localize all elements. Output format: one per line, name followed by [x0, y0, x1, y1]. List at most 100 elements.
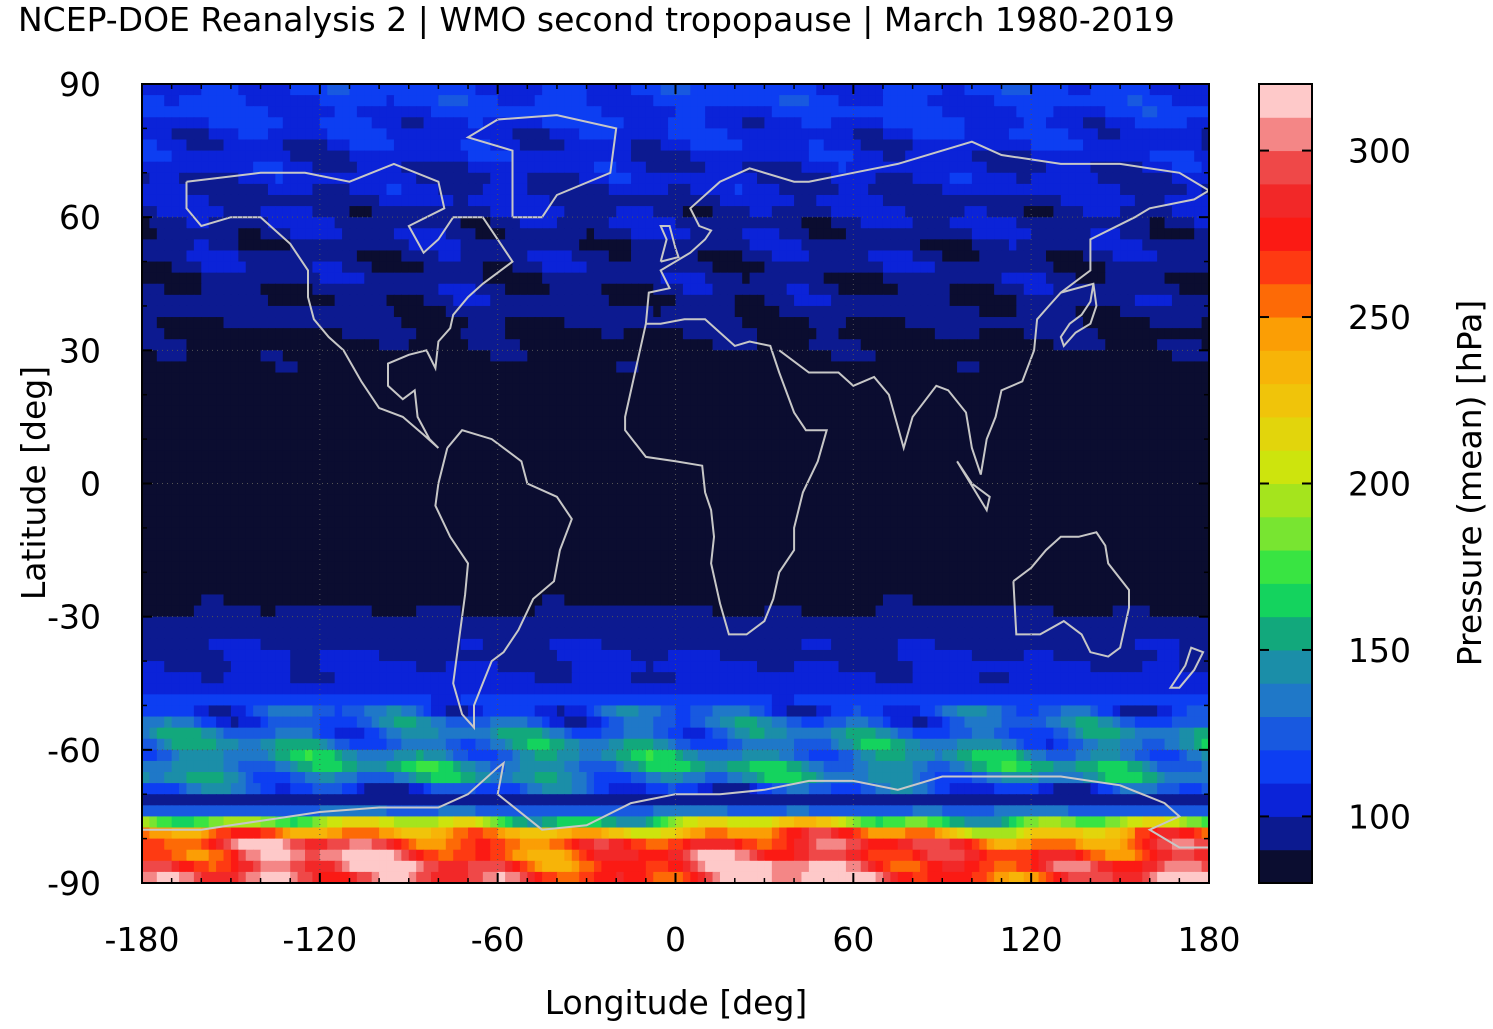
heatmap-cell — [334, 84, 343, 96]
heatmap-cell — [371, 416, 380, 429]
heatmap-cell — [416, 250, 425, 263]
heatmap-cell — [1112, 272, 1121, 285]
heatmap-cell — [534, 450, 543, 462]
heatmap-cell — [1023, 450, 1032, 462]
heatmap-cell — [593, 150, 602, 163]
heatmap-cell — [601, 206, 610, 218]
heatmap-cell — [179, 394, 188, 407]
heatmap-cell — [334, 361, 343, 374]
heatmap-cell — [808, 128, 817, 141]
heatmap-cell — [1068, 305, 1077, 318]
heatmap-cell — [949, 350, 958, 363]
heatmap-cell — [1201, 217, 1210, 229]
heatmap-cell — [623, 294, 632, 307]
heatmap-cell — [705, 428, 714, 440]
heatmap-cell — [512, 217, 521, 229]
heatmap-cell — [882, 305, 891, 318]
heatmap-cell — [327, 139, 336, 152]
heatmap-cell — [764, 394, 773, 407]
heatmap-cell — [482, 117, 491, 129]
heatmap-cell — [1112, 139, 1121, 152]
heatmap-cell — [1053, 95, 1062, 107]
heatmap-cell — [527, 161, 536, 174]
heatmap-cell — [608, 117, 617, 129]
heatmap-cell — [771, 117, 780, 129]
heatmap-cell — [312, 95, 321, 107]
heatmap-cell — [749, 283, 758, 296]
heatmap-cell — [771, 350, 780, 363]
heatmap-cell — [675, 317, 684, 329]
heatmap-cell — [779, 194, 788, 207]
heatmap-cell — [1038, 217, 1047, 229]
heatmap-cell — [779, 150, 788, 163]
heatmap-cell — [490, 372, 499, 385]
heatmap-cell — [875, 416, 884, 429]
heatmap-cell — [445, 372, 454, 385]
heatmap-cell — [356, 361, 365, 374]
heatmap-cell — [334, 106, 343, 118]
heatmap-cell — [853, 228, 862, 240]
heatmap-cell — [1001, 350, 1010, 363]
heatmap-cell — [505, 416, 514, 429]
heatmap-cell — [897, 139, 906, 152]
heatmap-cell — [727, 128, 736, 141]
heatmap-cell — [616, 239, 625, 252]
heatmap-cell — [468, 239, 477, 252]
heatmap-cell — [312, 194, 321, 207]
heatmap-cell — [957, 361, 966, 374]
heatmap-cell — [1083, 328, 1092, 340]
heatmap-cell — [393, 272, 402, 285]
heatmap-cell — [156, 328, 165, 340]
heatmap-cell — [408, 383, 417, 396]
heatmap-cell — [794, 450, 803, 462]
heatmap-cell — [616, 294, 625, 307]
heatmap-cell — [734, 328, 743, 340]
heatmap-cell — [882, 317, 891, 329]
heatmap-cell — [757, 217, 766, 229]
heatmap-cell — [408, 150, 417, 163]
heatmap-cell — [719, 194, 728, 207]
heatmap-cell — [460, 150, 469, 163]
heatmap-cell — [186, 84, 195, 96]
heatmap-cell — [416, 372, 425, 385]
heatmap-cell — [660, 250, 669, 263]
heatmap-cell — [771, 106, 780, 118]
heatmap-cell — [186, 239, 195, 252]
heatmap-cell — [1105, 128, 1114, 141]
heatmap-cell — [1164, 239, 1173, 252]
heatmap-cell — [267, 239, 276, 252]
heatmap-cell — [1016, 150, 1025, 163]
heatmap-cell — [749, 206, 758, 218]
heatmap-cell — [786, 84, 795, 96]
heatmap-cell — [964, 272, 973, 285]
heatmap-cell — [964, 294, 973, 307]
heatmap-cell — [631, 328, 640, 340]
heatmap-cell — [601, 106, 610, 118]
heatmap-cell — [897, 194, 906, 207]
heatmap-cell — [823, 217, 832, 229]
heatmap-cell — [290, 317, 299, 329]
heatmap-cell — [1186, 361, 1195, 374]
heatmap-cell — [282, 350, 291, 363]
heatmap-cell — [645, 305, 654, 318]
heatmap-cell — [631, 161, 640, 174]
heatmap-cell — [512, 283, 521, 296]
heatmap-cell — [349, 294, 358, 307]
heatmap-cell — [275, 217, 284, 229]
heatmap-cell — [705, 405, 714, 418]
heatmap-cell — [223, 439, 232, 451]
heatmap-cell — [438, 394, 447, 407]
heatmap-cell — [223, 128, 232, 141]
heatmap-cell — [423, 172, 432, 185]
heatmap-cell — [349, 206, 358, 218]
heatmap-cell — [668, 450, 677, 462]
heatmap-cell — [1083, 428, 1092, 440]
heatmap-cell — [1149, 250, 1158, 263]
heatmap-cell — [1164, 416, 1173, 429]
heatmap-cell — [201, 139, 210, 152]
heatmap-cell — [971, 317, 980, 329]
heatmap-cell — [579, 117, 588, 129]
heatmap-cell — [386, 394, 395, 407]
heatmap-cell — [816, 228, 825, 240]
heatmap-cell — [230, 394, 239, 407]
